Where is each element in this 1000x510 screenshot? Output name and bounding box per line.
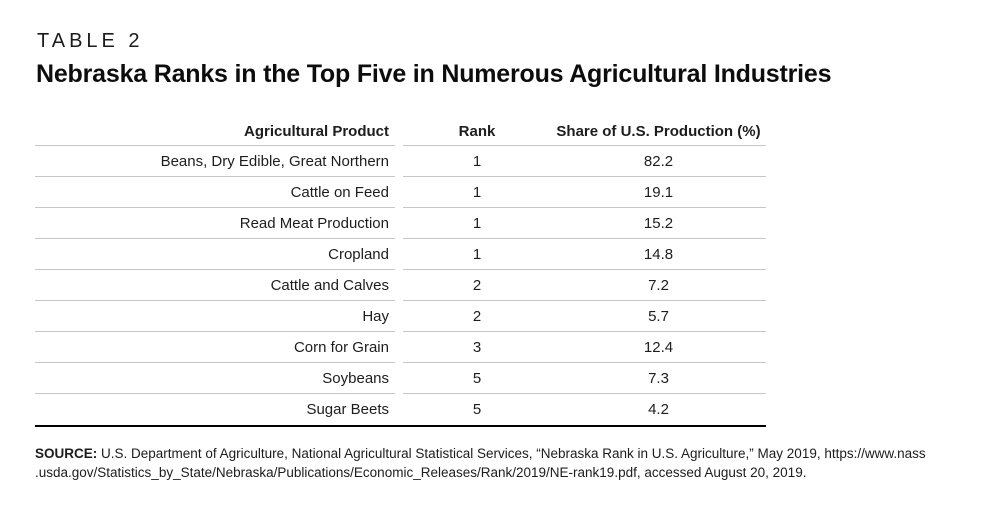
cell-share: 7.2 [551,270,766,301]
cell-product: Cropland [35,239,395,270]
source-line-1-text: U.S. Department of Agriculture, National… [101,446,926,461]
agri-table: Agricultural Product Rank Share of U.S. … [35,120,766,427]
table-row: Soybeans 5 7.3 [35,363,766,394]
cell-product: Cattle and Calves [35,270,395,301]
table-body: Beans, Dry Edible, Great Northern 1 82.2… [35,146,766,425]
column-gap [395,223,403,224]
cell-product: Beans, Dry Edible, Great Northern [35,146,395,177]
source-label: SOURCE: [35,446,98,461]
column-gap [395,347,403,348]
header-rank: Rank [403,120,551,146]
cell-rank: 2 [403,301,551,332]
cell-share: 5.7 [551,301,766,332]
cell-share: 7.3 [551,363,766,394]
column-gap [395,192,403,193]
header-agricultural-product: Agricultural Product [35,120,395,146]
cell-product: Sugar Beets [306,401,389,418]
column-gap [395,254,403,255]
cell-rank: 1 [403,177,551,208]
source-note: SOURCE: U.S. Department of Agriculture, … [35,445,995,482]
cell-share: 19.1 [551,177,766,208]
table-row: Cattle on Feed 1 19.1 [35,177,766,208]
cell-share: 14.8 [551,239,766,270]
cell-rank: 1 [403,146,551,177]
cell-rank: 3 [403,332,551,363]
table-row: Sugar Beets 5 4.2 [35,394,766,425]
table-header-row: Agricultural Product Rank Share of U.S. … [35,120,766,146]
table-row: Corn for Grain 3 12.4 [35,332,766,363]
cell-share: 15.2 [551,208,766,239]
page-title: Nebraska Ranks in the Top Five in Numero… [36,60,832,88]
cell-rank: 5 [403,363,551,394]
cell-share: 4.2 [648,401,669,418]
column-gap [395,409,403,410]
column-gap [395,161,403,162]
column-gap [395,378,403,379]
cell-product: Cattle on Feed [35,177,395,208]
table-row: Beans, Dry Edible, Great Northern 1 82.2 [35,146,766,177]
cell-product: Soybeans [35,363,395,394]
source-line-2: .usda.gov/Statistics_by_State/Nebraska/P… [35,464,807,480]
table-row: Cattle and Calves 2 7.2 [35,270,766,301]
cell-share: 82.2 [551,146,766,177]
cell-product: Hay [35,301,395,332]
column-gap [395,140,403,146]
column-gap [395,285,403,286]
column-gap [395,316,403,317]
cell-product: Corn for Grain [35,332,395,363]
table-row: Hay 2 5.7 [35,301,766,332]
cell-rank: 5 [472,401,482,418]
table-row: Cropland 1 14.8 [35,239,766,270]
table-eyebrow: TABLE 2 [37,30,144,52]
header-share: Share of U.S. Production (%) [551,120,766,146]
cell-rank: 1 [403,239,551,270]
cell-share: 12.4 [551,332,766,363]
cell-product: Read Meat Production [35,208,395,239]
table-row: Read Meat Production 1 15.2 [35,208,766,239]
cell-rank: 2 [403,270,551,301]
cell-rank: 1 [403,208,551,239]
source-line-1: SOURCE: U.S. Department of Agriculture, … [35,445,995,464]
